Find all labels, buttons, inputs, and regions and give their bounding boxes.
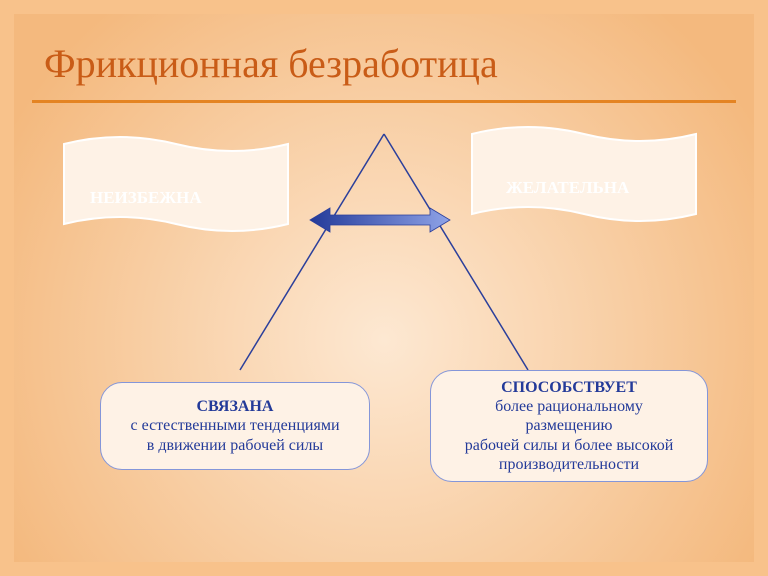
capsule-right: СПОСОБСТВУЕТ более рациональномуразмещен… — [430, 370, 708, 482]
title-underline — [32, 100, 736, 103]
flag-right-label: ЖЕЛАТЕЛЬНА — [506, 178, 629, 198]
capsule-left-body: с естественными тенденциямив движении ра… — [130, 416, 339, 454]
flag-right-shape — [472, 127, 696, 221]
slide: Фрикционная безработица НЕИЗБЕЖНА ЖЕЛАТЕ… — [0, 0, 768, 576]
capsule-right-body: более рациональномуразмещениюрабочей сил… — [465, 397, 674, 474]
capsule-right-bold: СПОСОБСТВУЕТ — [501, 378, 637, 397]
capsule-left: СВЯЗАНА с естественными тенденциямив дви… — [100, 382, 370, 470]
flag-left-label: НЕИЗБЕЖНА — [90, 188, 202, 208]
slide-title: Фрикционная безработица — [44, 40, 498, 87]
flag-left-shape — [64, 137, 288, 231]
capsule-left-bold: СВЯЗАНА — [197, 397, 274, 416]
